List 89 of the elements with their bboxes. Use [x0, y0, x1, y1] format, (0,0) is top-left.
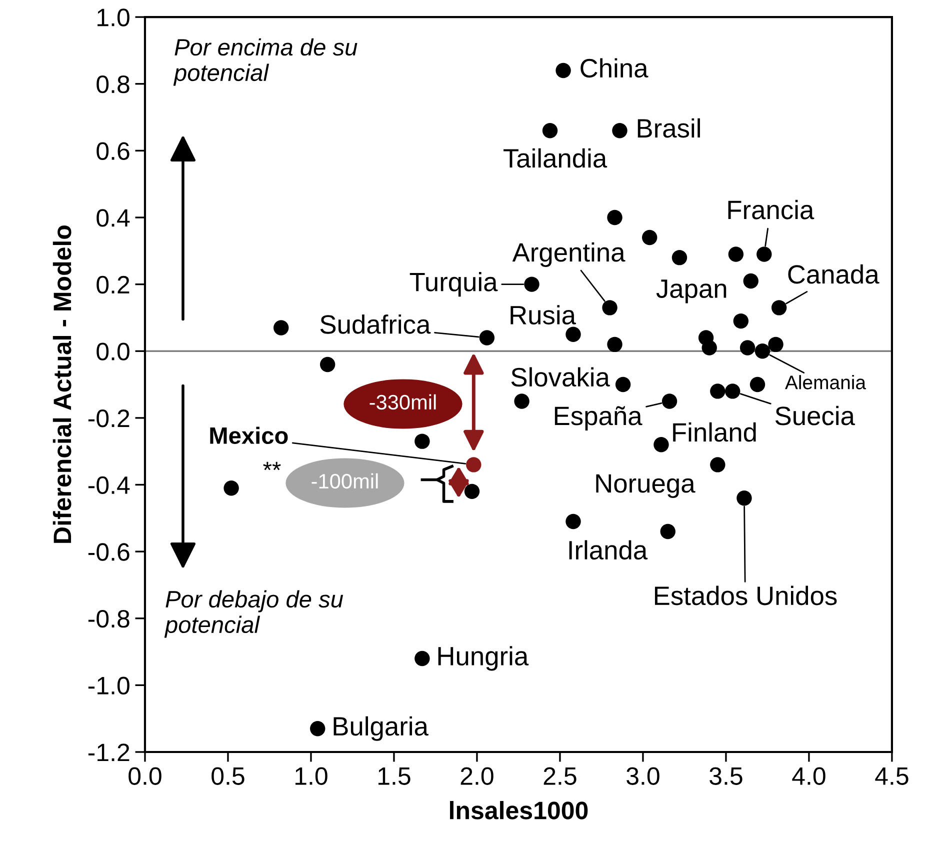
- annotation: Sudafrica: [320, 314, 431, 334]
- annotation: Brasil: [638, 118, 700, 138]
- point: [660, 524, 676, 540]
- point: [768, 336, 784, 352]
- y-tick-label: 0.8: [96, 75, 130, 94]
- point: [607, 210, 622, 226]
- point: [710, 457, 726, 472]
- point: [479, 330, 495, 346]
- annotation: Noruega: [596, 474, 696, 498]
- point: [754, 344, 770, 359]
- point: [602, 300, 618, 316]
- annotation: Irlanda: [569, 540, 648, 560]
- x-axis-title: lnsales1000: [450, 800, 588, 820]
- point: [724, 384, 740, 399]
- annotation: Alemania: [784, 375, 866, 390]
- y-axis-title: Diferencial Actual - Modelo: [52, 226, 72, 543]
- annotation: Turquia: [410, 272, 498, 297]
- x-tick-label: 2.5: [544, 767, 576, 785]
- y-tick-label: 0.6: [96, 142, 130, 160]
- point: [733, 313, 749, 329]
- point: [654, 437, 669, 452]
- point: [743, 273, 758, 289]
- x-tick-label: 3.5: [710, 767, 742, 785]
- annotation: Japan: [656, 280, 726, 304]
- point: [672, 250, 688, 266]
- annotation: Bulgaria: [334, 716, 428, 741]
- x-tick-label: 3.0: [626, 767, 660, 785]
- y-tick-label: -0.2: [88, 410, 130, 428]
- point: [556, 62, 571, 78]
- x-tick-label: 1.5: [378, 768, 410, 785]
- annotation: Francia: [728, 200, 814, 220]
- annotation: -330mil: [370, 394, 436, 410]
- annotation: Tailandia: [504, 148, 608, 168]
- point: [524, 276, 540, 292]
- annotation: Slovakia: [511, 367, 610, 387]
- point: [736, 490, 752, 506]
- point: [566, 326, 581, 342]
- y-tick-label: 0.4: [96, 209, 130, 227]
- x-tick-label: 0.0: [128, 767, 162, 785]
- annotation: Argentina: [512, 242, 626, 267]
- point: [642, 230, 658, 246]
- x-tick-label: 0.5: [212, 767, 244, 785]
- x-tick-label: 2.0: [460, 767, 494, 785]
- y-tick-label: 1.0: [98, 8, 130, 26]
- point: [273, 320, 289, 336]
- x-tick-label: 4.5: [875, 768, 908, 785]
- point: [414, 434, 430, 449]
- y-tick-label: -0.8: [88, 610, 130, 628]
- point: [607, 336, 622, 352]
- y-tick-label: 0.0: [96, 342, 130, 360]
- point: [728, 246, 744, 262]
- point: [771, 300, 787, 316]
- point: [615, 376, 631, 392]
- point: [702, 340, 717, 356]
- x-tick-label: 4.0: [792, 767, 826, 785]
- annotation: Hungria: [438, 646, 529, 671]
- point: [710, 384, 726, 399]
- annotation: Suecia: [775, 406, 855, 426]
- y-tick-label: -0.4: [88, 476, 130, 494]
- annotation: Rusia: [510, 305, 576, 324]
- point: [542, 123, 558, 138]
- y-tick-label: -1.0: [88, 676, 130, 694]
- annotation: **: [263, 462, 281, 470]
- annotation: Por debajo de su potencial: [164, 590, 344, 638]
- point: [756, 246, 772, 262]
- point: [514, 394, 530, 409]
- point: [320, 356, 336, 372]
- annotation: Por encima de su potencial: [173, 38, 358, 86]
- annotation: Estados Unidos: [654, 586, 837, 606]
- point: [566, 514, 581, 530]
- annotation: -100mil: [312, 473, 378, 489]
- point: [662, 394, 678, 409]
- point: [464, 484, 480, 500]
- annotation: Canada: [788, 264, 880, 284]
- y-tick-label: -1.2: [88, 744, 130, 762]
- y-tick-label: -0.6: [88, 543, 130, 561]
- annotation: Finland: [673, 422, 756, 442]
- point: [224, 480, 239, 496]
- x-tick-label: 1.0: [296, 767, 328, 785]
- point: [466, 457, 482, 472]
- y-tick-label: 0.2: [96, 276, 130, 294]
- point: [414, 650, 430, 666]
- point: [740, 340, 756, 356]
- annotation: España: [554, 406, 642, 431]
- annotation: Mexico: [210, 426, 288, 444]
- point: [612, 123, 628, 138]
- point: [310, 721, 326, 736]
- annotation: China: [580, 58, 648, 78]
- point: [750, 376, 766, 392]
